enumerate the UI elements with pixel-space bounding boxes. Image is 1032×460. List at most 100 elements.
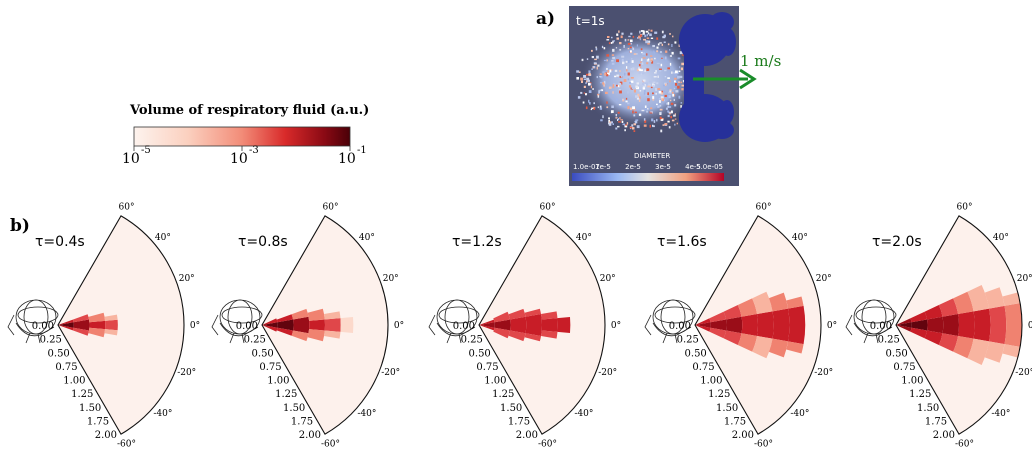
particle bbox=[668, 111, 672, 114]
particle bbox=[642, 52, 646, 55]
particle bbox=[661, 57, 663, 59]
particle bbox=[591, 107, 594, 109]
particle bbox=[656, 103, 658, 106]
particle bbox=[583, 75, 587, 78]
density-bin bbox=[1002, 344, 1021, 358]
particle bbox=[618, 118, 620, 120]
particle bbox=[652, 92, 654, 95]
angle-tick-label: 40° bbox=[792, 233, 808, 243]
particle bbox=[635, 119, 639, 121]
particle bbox=[643, 118, 646, 121]
particle bbox=[667, 43, 670, 46]
particle bbox=[657, 105, 660, 108]
particle bbox=[609, 69, 612, 73]
radial-tick-label: 1.75 bbox=[724, 417, 746, 428]
angle-tick-label: 60° bbox=[119, 202, 135, 212]
radial-tick-label: 2.00 bbox=[516, 430, 538, 441]
angle-tick-label: 40° bbox=[576, 233, 592, 243]
particle bbox=[672, 83, 675, 87]
density-bin bbox=[953, 335, 974, 359]
particle bbox=[606, 74, 609, 77]
particle bbox=[580, 91, 583, 94]
particle bbox=[605, 91, 608, 94]
particle bbox=[588, 70, 591, 73]
radial-tick-label: 0.00 bbox=[236, 321, 258, 332]
particle bbox=[673, 87, 676, 89]
particle bbox=[627, 42, 631, 45]
particle bbox=[667, 114, 670, 118]
radial-tick-label: 1.25 bbox=[71, 389, 93, 400]
particle bbox=[678, 70, 681, 73]
density-bin bbox=[291, 330, 309, 342]
particle bbox=[639, 66, 642, 68]
particle bbox=[672, 85, 675, 89]
particle bbox=[643, 124, 647, 127]
particle bbox=[613, 83, 616, 87]
particle bbox=[680, 67, 683, 71]
particle bbox=[590, 108, 593, 111]
radial-tick-label: 0.75 bbox=[692, 362, 714, 373]
particle bbox=[661, 43, 663, 46]
particle bbox=[630, 77, 634, 79]
radial-tick-label: 0.75 bbox=[476, 362, 498, 373]
density-bin bbox=[924, 305, 943, 320]
density-bin bbox=[989, 305, 1007, 345]
particle bbox=[603, 80, 606, 84]
particle bbox=[631, 124, 634, 127]
sector-outline bbox=[694, 215, 822, 435]
particle bbox=[657, 88, 661, 91]
radial-tick-label: 0.25 bbox=[244, 335, 266, 346]
particle bbox=[586, 80, 588, 83]
diameter-tick-label: 4e-5 bbox=[685, 163, 701, 171]
density-bin bbox=[723, 330, 742, 345]
particle bbox=[667, 77, 670, 79]
particle bbox=[633, 53, 637, 55]
colorbar-tick-exponent: -5 bbox=[141, 145, 151, 156]
particle bbox=[611, 110, 614, 113]
particle bbox=[593, 102, 595, 105]
density-bin bbox=[88, 312, 106, 323]
particle bbox=[670, 115, 673, 119]
particle bbox=[583, 92, 586, 94]
particle bbox=[681, 62, 685, 66]
particle bbox=[630, 107, 632, 110]
radial-tick-label: 0.25 bbox=[40, 335, 62, 346]
particle bbox=[606, 106, 609, 109]
panel-time-label: τ=0.8s bbox=[238, 234, 288, 250]
density-bin bbox=[508, 308, 526, 320]
density-bin bbox=[924, 330, 943, 345]
particle bbox=[669, 49, 671, 51]
density-bin bbox=[291, 308, 309, 320]
particle bbox=[640, 69, 643, 72]
particle bbox=[657, 75, 659, 78]
particle bbox=[647, 42, 650, 45]
particle bbox=[606, 101, 608, 104]
polar-panel: 60° 40° 20° 0° -20° -40° -60° 0.00 0.25 0.50 0.75 1… bbox=[845, 202, 1032, 450]
density-bin bbox=[752, 335, 773, 359]
particle bbox=[677, 85, 680, 89]
angle-tick-label: 60° bbox=[756, 202, 772, 212]
particle bbox=[667, 120, 670, 123]
density-bin bbox=[494, 319, 511, 331]
particle bbox=[677, 57, 681, 60]
angle-tick-label: -20° bbox=[598, 368, 617, 378]
particle bbox=[628, 35, 631, 38]
particle bbox=[647, 85, 651, 88]
angle-tick-label: -20° bbox=[381, 368, 400, 378]
angle-tick-label: -40° bbox=[574, 409, 593, 419]
particle bbox=[664, 76, 667, 78]
particle bbox=[600, 89, 604, 92]
angle-tick-label: 40° bbox=[359, 233, 375, 243]
particle bbox=[616, 74, 619, 77]
particle bbox=[641, 51, 643, 54]
particle bbox=[661, 98, 664, 102]
particle bbox=[665, 107, 668, 110]
particle bbox=[640, 48, 643, 51]
particle bbox=[637, 93, 640, 97]
sector-outline bbox=[57, 215, 185, 435]
density-bin bbox=[541, 311, 558, 320]
particle bbox=[672, 35, 674, 38]
density-bin bbox=[695, 322, 711, 328]
particle bbox=[617, 125, 620, 128]
panel-time-label: τ=1.6s bbox=[657, 234, 707, 250]
